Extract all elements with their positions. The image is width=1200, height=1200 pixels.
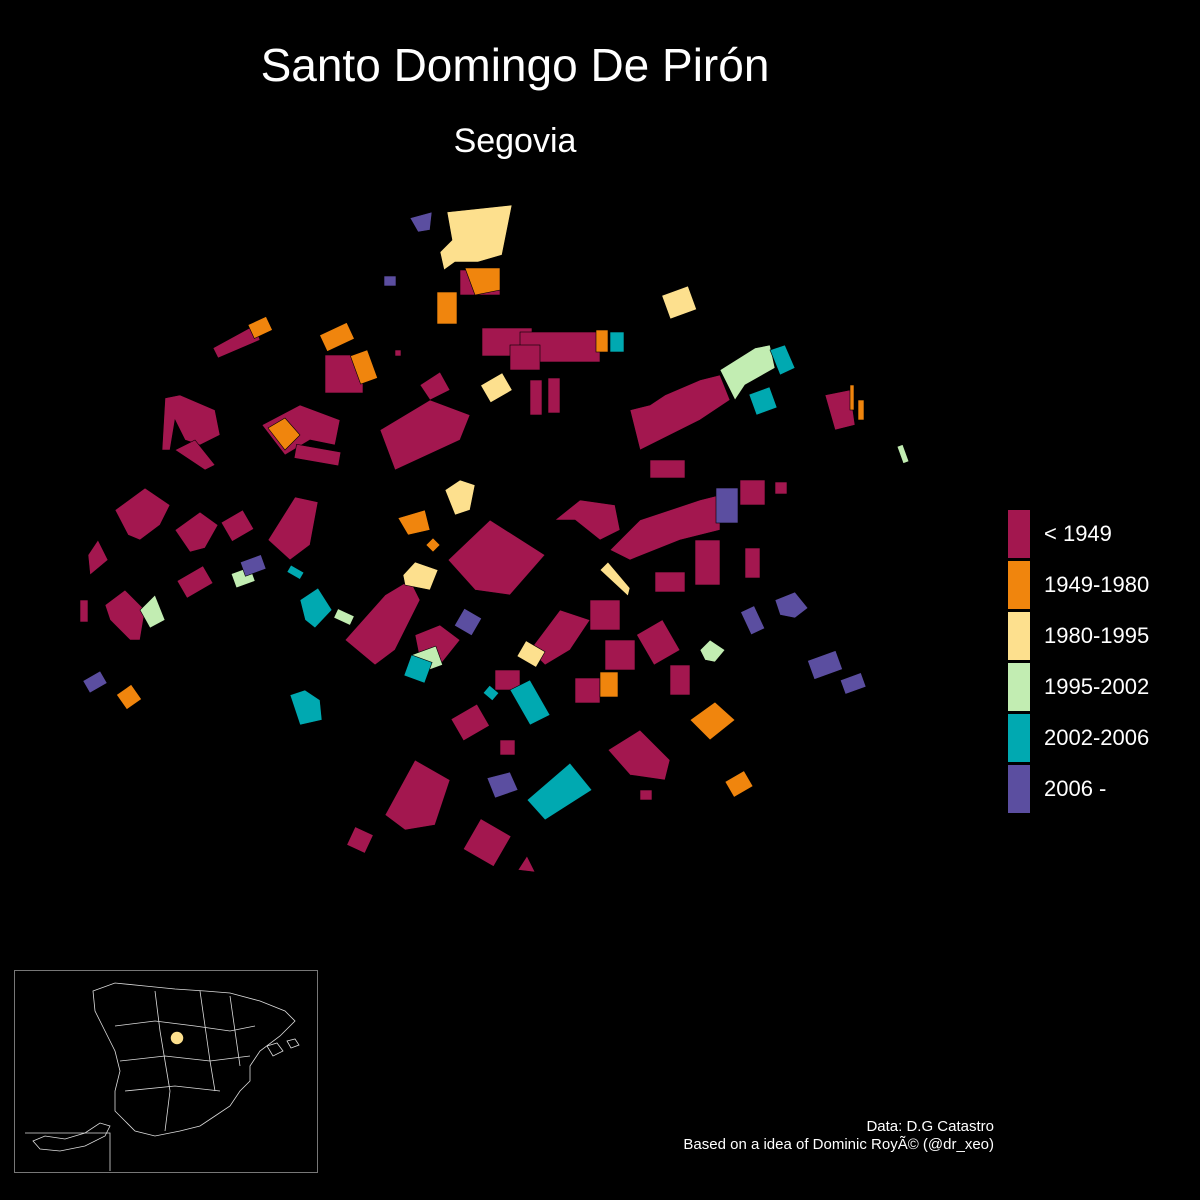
buildings-pre1949 [79,269,856,873]
credits-data-source: Data: D.G Catastro [866,1118,994,1135]
credits-inspiration: Based on a idea of Dominic RoyÃ© (@dr_xe… [683,1136,994,1153]
buildings-post2006 [82,211,867,799]
legend-swatch [1008,764,1030,813]
legend-item: < 1949 [1008,508,1149,559]
legend-item: 1995-2002 [1008,661,1149,712]
building-map [79,204,909,873]
legend-swatch [1008,560,1030,609]
legend-swatch [1008,509,1030,558]
credits: Data: D.G Catastro Based on a idea of Do… [683,1118,994,1154]
legend-label: 2002-2006 [1044,724,1150,750]
legend-label: 1995-2002 [1044,673,1150,699]
legend-swatch [1008,611,1030,660]
legend-swatch [1008,662,1030,711]
legend-label: 1980-1995 [1044,622,1150,648]
legend-item: 1980-1995 [1008,610,1149,661]
buildings-2002-2006 [286,331,796,821]
inset-locator-map [14,970,318,1173]
spain-outline [25,982,300,1171]
legend-label: < 1949 [1044,520,1112,546]
map-subtitle: Segovia [453,122,577,160]
legend: < 1949 1949-1980 1980-1995 1995-2002 2002-20… [1008,508,1149,814]
location-marker [169,1030,185,1046]
map-title: Santo Domingo De Pirón [260,39,770,91]
buildings-1949-1980 [116,267,865,798]
buildings-1980-1995 [402,204,697,668]
legend-item: 2006 - [1008,763,1149,814]
legend-item: 1949-1980 [1008,559,1149,610]
legend-swatch [1008,713,1030,762]
legend-label: 1949-1980 [1044,571,1150,597]
legend-label: 2006 - [1044,775,1107,801]
legend-item: 2002-2006 [1008,712,1149,763]
